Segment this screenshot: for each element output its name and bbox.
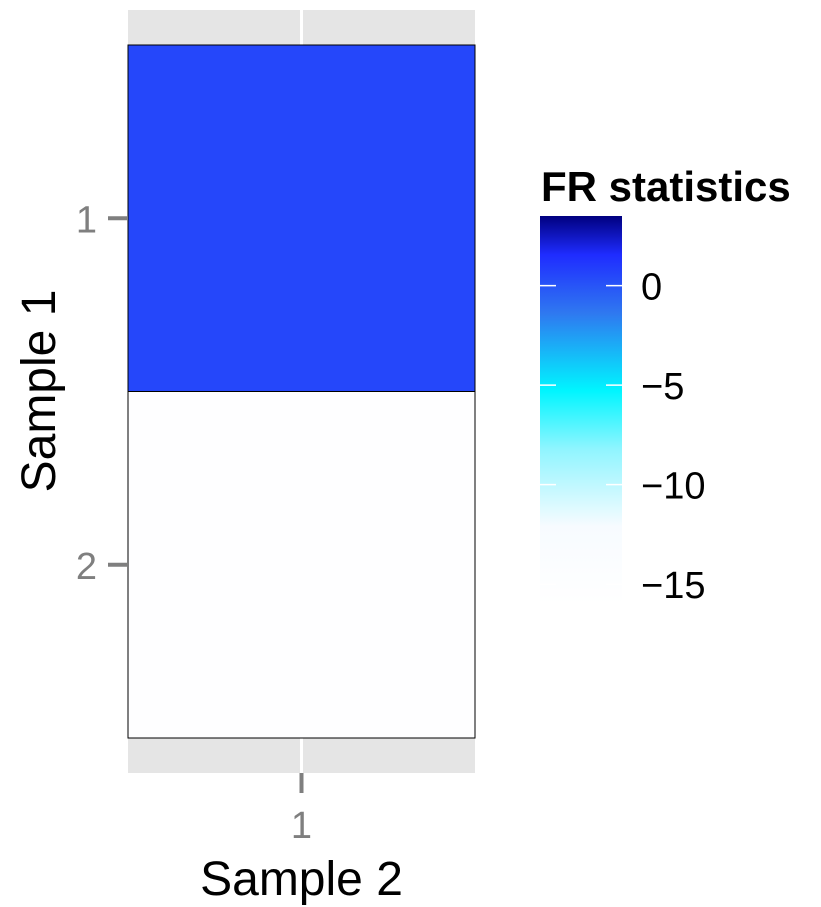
heatmap-cells [127,44,476,739]
heatmap-cell [127,44,476,392]
legend-ticks: 0 −5 −10 −15 [540,267,705,607]
legend: FR statistics 0 −5 −10 −15 [540,163,791,607]
heatmap-cell [127,391,476,739]
x-tick-label: 1 [291,805,312,847]
x-axis: 1 [291,773,312,847]
legend-tick-label: 0 [641,267,662,309]
legend-tick-label: −5 [641,366,684,408]
legend-colorbar [540,216,622,604]
legend-tick-label: −10 [641,466,705,508]
x-axis-title: Sample 2 [200,853,403,906]
legend-tick-label: −15 [641,565,705,607]
y-tick-label: 2 [76,546,97,588]
y-tick-label: 1 [76,199,97,241]
y-axis-title: Sample 1 [13,290,66,493]
y-axis: 12 [76,199,128,588]
legend-title: FR statistics [541,163,791,210]
